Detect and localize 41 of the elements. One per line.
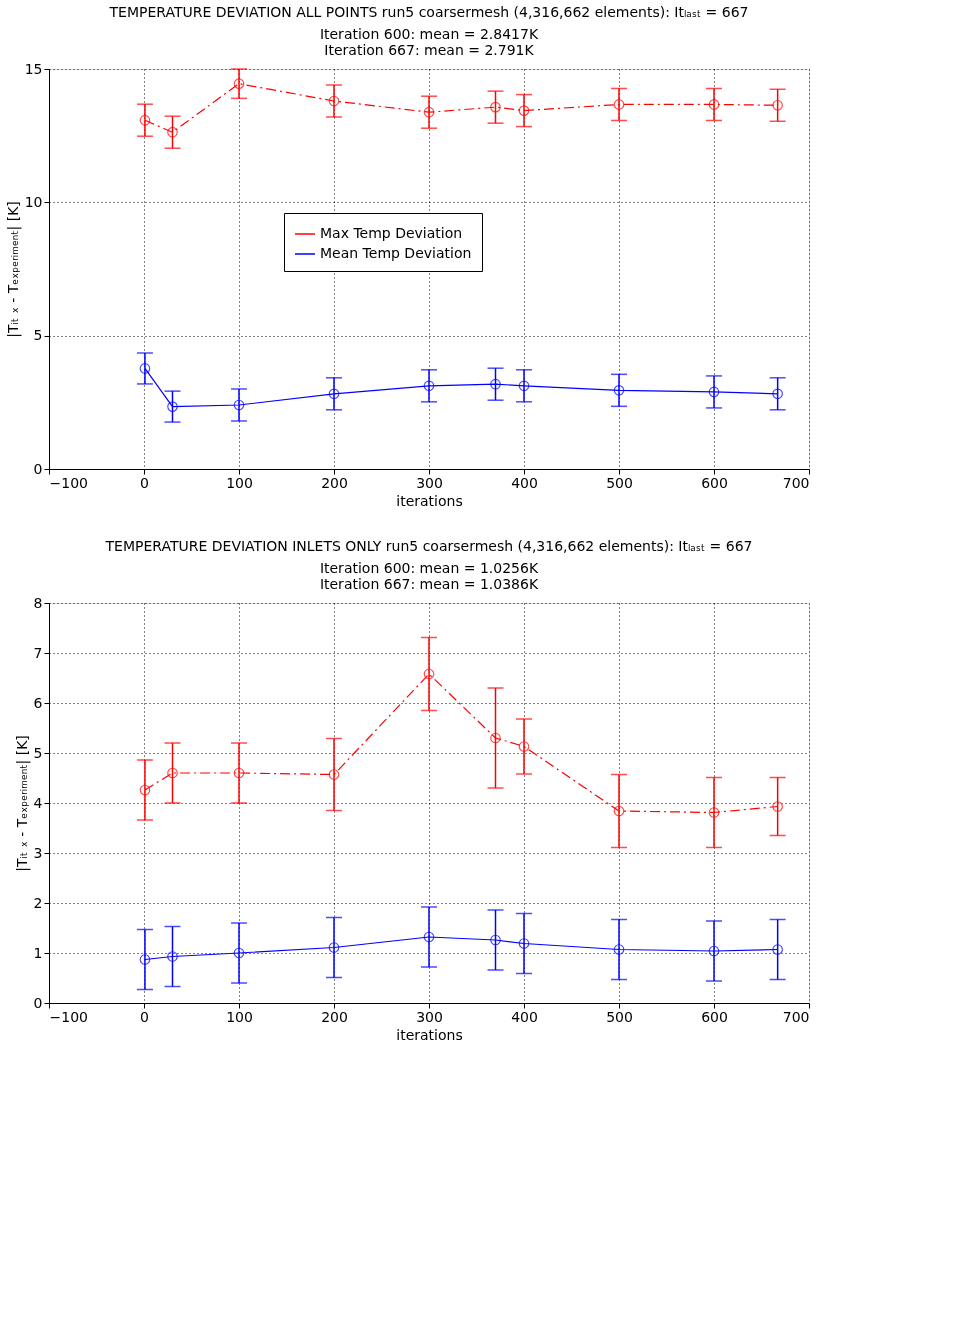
- y-tick-label: 15: [24, 60, 43, 77]
- x-tick-label: −100: [49, 1008, 88, 1025]
- y-tick-label: 1: [33, 944, 43, 961]
- x-tick-label: 600: [701, 1008, 728, 1025]
- x-tick-label: 400: [511, 474, 538, 491]
- y-tick-label: 4: [33, 794, 43, 811]
- x-tick-label: 0: [140, 1008, 149, 1025]
- x-tick-label: 300: [416, 474, 443, 491]
- legend-label: Max Temp Deviation: [320, 225, 463, 241]
- y-tick-label: 8: [33, 594, 43, 611]
- x-axis-title: iterations: [396, 492, 463, 509]
- y-axis-title: |Tᵢₜ ₓ - Tₑₓₚₑᵣᵢₘₑₙₜ| [K]: [13, 735, 31, 872]
- y-tick-label: 3: [33, 844, 43, 861]
- x-tick-label: 200: [321, 1008, 348, 1025]
- y-tick-label: 5: [33, 744, 43, 761]
- x-tick-label: 300: [416, 1008, 443, 1025]
- legend-label: Mean Temp Deviation: [320, 245, 472, 261]
- y-tick-label: 10: [24, 193, 43, 210]
- y-axis-title: |Tᵢₜ ₓ - Tₑₓₚₑᵣᵢₘₑₙₜ| [K]: [4, 201, 22, 338]
- x-axis-title: iterations: [396, 1026, 463, 1043]
- x-tick-label: 400: [511, 1008, 538, 1025]
- x-tick-label: 100: [226, 1008, 253, 1025]
- x-tick-label: 700: [782, 474, 810, 491]
- x-tick-label: 600: [701, 474, 728, 491]
- y-tick-label: 6: [33, 694, 43, 711]
- y-tick-label: 5: [33, 327, 43, 344]
- x-tick-label: 500: [606, 474, 633, 491]
- y-tick-label: 0: [33, 460, 43, 477]
- x-tick-label: 700: [782, 1008, 810, 1025]
- x-tick-label: −100: [49, 474, 88, 491]
- chart-subtitle: Iteration 600: mean = 1.0256K Iteration 667: mean = 1.0386K: [319, 560, 539, 592]
- y-tick-label: 2: [33, 894, 43, 911]
- x-tick-label: 200: [321, 474, 348, 491]
- chart-title: TEMPERATURE DEVIATION INLETS ONLY run5 coarsermesh (4,316,662 elements): Itₗₐₛₜ = 667: [104, 538, 753, 554]
- chart-title: TEMPERATURE DEVIATION ALL POINTS run5 coarsermesh (4,316,662 elements): Itₗₐₛₜ = 667: [108, 4, 749, 20]
- y-tick-label: 0: [33, 994, 43, 1011]
- y-tick-label: 7: [33, 644, 43, 661]
- x-tick-label: 100: [226, 474, 253, 491]
- x-tick-label: 500: [606, 1008, 633, 1025]
- x-tick-label: 0: [140, 474, 149, 491]
- chart-subtitle: Iteration 600: mean = 2.8417K Iteration 667: mean = 2.791K: [319, 26, 539, 58]
